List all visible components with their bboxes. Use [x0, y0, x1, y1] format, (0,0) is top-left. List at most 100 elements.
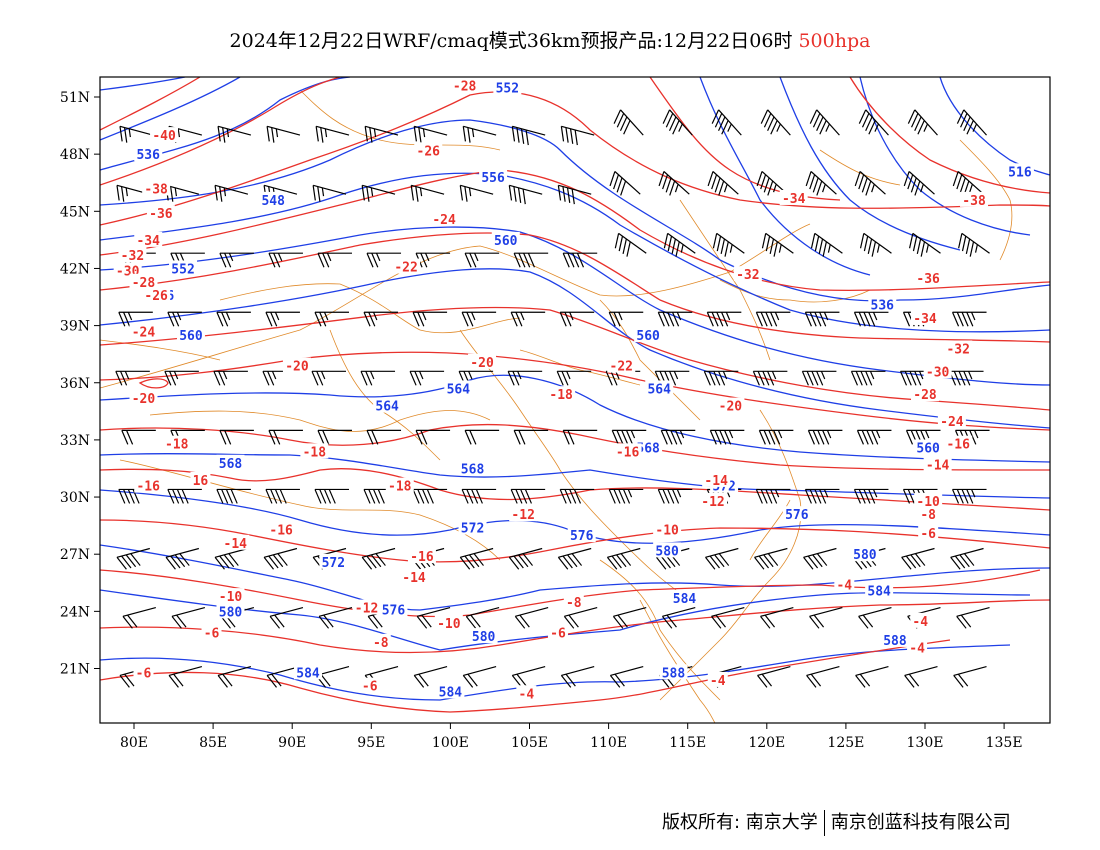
- contour-label: -18: [549, 388, 573, 403]
- lat-tick-label: 33N: [60, 433, 90, 449]
- contour-label-bg: [142, 287, 171, 303]
- contour-label-bg: [850, 546, 879, 562]
- contour-label-bg: [634, 327, 663, 343]
- wind-barb: [854, 171, 886, 196]
- wind-barb: [268, 252, 303, 268]
- lon-tick-label: 130E: [907, 735, 944, 751]
- contour-label-bg: [385, 477, 414, 493]
- contour-label: -20: [132, 392, 156, 407]
- lat-tick-label: 39N: [60, 319, 90, 335]
- contour-label-bg: [450, 77, 479, 93]
- wind-barb: [513, 252, 549, 268]
- map-title-level: 500hpa: [798, 30, 871, 52]
- wind-barb: [657, 488, 693, 504]
- contour-label: 516: [1008, 165, 1032, 180]
- contour-label-bg: [169, 260, 198, 276]
- wind-barb: [707, 171, 739, 196]
- contour-label-bg: [142, 180, 171, 196]
- wind-barb: [465, 606, 500, 629]
- wind-barb: [661, 606, 696, 629]
- contour-label-bg: [392, 258, 421, 274]
- contour-label: -34: [913, 312, 937, 327]
- contour-label: 576: [382, 603, 406, 618]
- contour-label-bg: [162, 435, 191, 451]
- contour-label: -32: [121, 249, 144, 264]
- wind-barb: [951, 488, 987, 504]
- contour-label-bg: [176, 327, 205, 343]
- contour-label: 572: [322, 556, 345, 571]
- contour-label: -26: [417, 144, 441, 159]
- wind-barb: [167, 311, 202, 327]
- contour-label-bg: [1005, 163, 1034, 179]
- contour-label-bg: [267, 521, 296, 537]
- wind-barb: [804, 311, 840, 327]
- contour-label: -14: [926, 459, 950, 474]
- wind-barb: [562, 429, 598, 445]
- wind-barb: [115, 370, 150, 386]
- wind-barb: [462, 666, 497, 688]
- height-contours: [100, 77, 1050, 701]
- wind-barb: [510, 311, 546, 327]
- lon-tick-label: 95E: [357, 735, 385, 751]
- contour-label-bg: [567, 527, 596, 543]
- contour-label: 536: [871, 299, 895, 314]
- wind-barb: [464, 429, 500, 445]
- wind-barb: [850, 370, 886, 386]
- contour-label-bg: [458, 460, 487, 476]
- contour-label: -24: [940, 415, 964, 430]
- contour-label: 584: [439, 685, 463, 700]
- contour-label: 584: [673, 592, 697, 607]
- contour-label-bg: [134, 146, 163, 162]
- wind-barb: [314, 311, 349, 327]
- contour-label-bg: [469, 628, 498, 644]
- lon-tick-label: 120E: [748, 735, 785, 751]
- contour-label: -6: [920, 527, 936, 542]
- wind-barb: [413, 666, 448, 688]
- contour-label-bg: [782, 506, 811, 522]
- lon-tick-label: 90E: [278, 735, 306, 751]
- contour-label-bg: [699, 492, 728, 508]
- wind-barb: [459, 547, 494, 570]
- wind-barb: [217, 666, 252, 688]
- contour-label-bg: [216, 588, 245, 604]
- wind-barb: [859, 232, 892, 257]
- contour-label: -16: [269, 523, 293, 538]
- wind-barb: [703, 370, 739, 386]
- contour-label-bg: [444, 380, 473, 396]
- map-plot-area: 5525365485565605525565605645645685685725…: [100, 77, 1050, 723]
- wind-barb: [216, 488, 251, 504]
- contour-label: 548: [261, 194, 285, 209]
- wind-barb: [810, 232, 843, 257]
- wind-barb: [760, 606, 794, 629]
- wind-barb: [217, 125, 252, 143]
- contour-label: 564: [375, 400, 399, 415]
- wind-barb: [461, 311, 497, 327]
- contour-label: 588: [883, 634, 907, 649]
- contour-label: -12: [355, 602, 378, 617]
- wind-barb: [614, 232, 647, 257]
- contour-label: -34: [136, 234, 160, 249]
- contour-label-bg: [113, 262, 142, 278]
- contour-label-bg: [880, 631, 909, 647]
- wind-barb: [265, 311, 300, 327]
- wind-barb: [901, 547, 935, 570]
- wind-barb: [908, 232, 941, 257]
- contour-label: 560: [916, 442, 940, 457]
- contour-label: 552: [171, 262, 194, 277]
- contour-label-bg: [914, 439, 943, 455]
- wind-barb: [608, 488, 644, 504]
- contour-label: 536: [136, 148, 160, 163]
- contour-label: -14: [402, 571, 426, 586]
- lat-tick-label: 42N: [60, 261, 90, 277]
- wind-barb: [165, 547, 200, 570]
- contour-label: -40: [152, 129, 176, 144]
- wind-barb: [312, 184, 347, 202]
- wind-barb: [956, 606, 990, 629]
- wind-barb: [510, 488, 546, 504]
- contour-label: -28: [132, 276, 156, 291]
- contour-label: -22: [610, 360, 633, 375]
- wind-barb: [563, 606, 598, 629]
- lon-tick-label: 135E: [986, 735, 1023, 751]
- lat-axis: 51N 48N 45N 42N 39N 36N 33N 30N 27N 24N 21N: [60, 90, 100, 678]
- contour-label-bg: [430, 210, 459, 226]
